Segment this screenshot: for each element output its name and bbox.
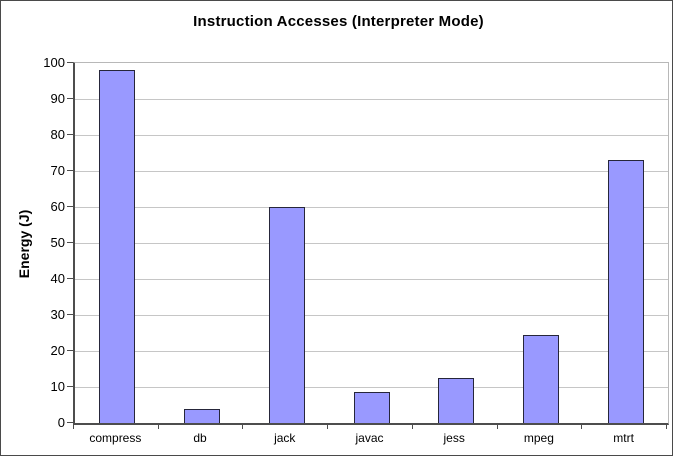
y-tick-label: 50 — [50, 235, 65, 250]
x-tick-label-compress: compress — [89, 431, 142, 445]
x-tick-mark — [496, 424, 498, 429]
y-tick-label: 20 — [50, 343, 65, 358]
x-tick-label-javac: javac — [355, 431, 384, 445]
y-tick-mark — [67, 386, 73, 387]
plot-area — [73, 62, 669, 425]
y-tick-mark — [67, 206, 73, 207]
gridline — [75, 386, 668, 388]
chart-title: Instruction Accesses (Interpreter Mode) — [193, 13, 484, 30]
x-tick-label-mtrt: mtrt — [613, 431, 634, 445]
y-tick-label: 0 — [57, 415, 65, 430]
x-tick-mark — [157, 424, 159, 429]
y-tick-label: 90 — [50, 91, 65, 106]
gridline — [75, 278, 668, 280]
y-tick-label: 40 — [50, 271, 65, 286]
y-tick-mark — [67, 278, 73, 279]
y-tick-label: 80 — [50, 127, 65, 142]
x-tick-label-jess: jess — [443, 431, 465, 445]
gridline — [75, 206, 668, 208]
x-tick-mark — [242, 424, 244, 429]
x-tick-label-jack: jack — [274, 431, 296, 445]
y-tick-label: 100 — [43, 55, 65, 70]
gridline — [75, 242, 668, 244]
bar-mtrt — [607, 160, 644, 423]
gridline — [75, 350, 668, 352]
x-tick-mark — [581, 424, 583, 429]
bar-jack — [268, 207, 305, 423]
bar-db — [184, 408, 221, 423]
x-tick-label-mpeg: mpeg — [523, 431, 554, 445]
gridline — [75, 134, 668, 136]
y-tick-label: 10 — [50, 379, 65, 394]
y-tick-label: 70 — [50, 163, 65, 178]
x-tick-mark — [73, 424, 74, 429]
gridline — [75, 98, 668, 100]
bar-mpeg — [522, 334, 559, 423]
gridline — [75, 170, 668, 172]
y-tick-mark — [67, 350, 73, 351]
y-tick-mark — [67, 314, 73, 315]
x-tick-mark — [411, 424, 413, 429]
y-tick-mark — [67, 242, 73, 243]
x-tick-mark — [666, 424, 667, 429]
x-tick-label-db: db — [193, 431, 207, 445]
y-tick-mark — [67, 134, 73, 135]
y-tick-mark — [67, 98, 73, 99]
y-tick-mark — [67, 62, 73, 63]
bar-jess — [438, 378, 475, 423]
y-tick-mark — [67, 422, 73, 423]
bar-compress — [99, 70, 136, 423]
y-tick-label: 30 — [50, 307, 65, 322]
y-tick-mark — [67, 170, 73, 171]
bar-javac — [353, 392, 390, 423]
y-tick-label: 60 — [50, 199, 65, 214]
x-tick-mark — [327, 424, 329, 429]
gridline — [75, 314, 668, 316]
